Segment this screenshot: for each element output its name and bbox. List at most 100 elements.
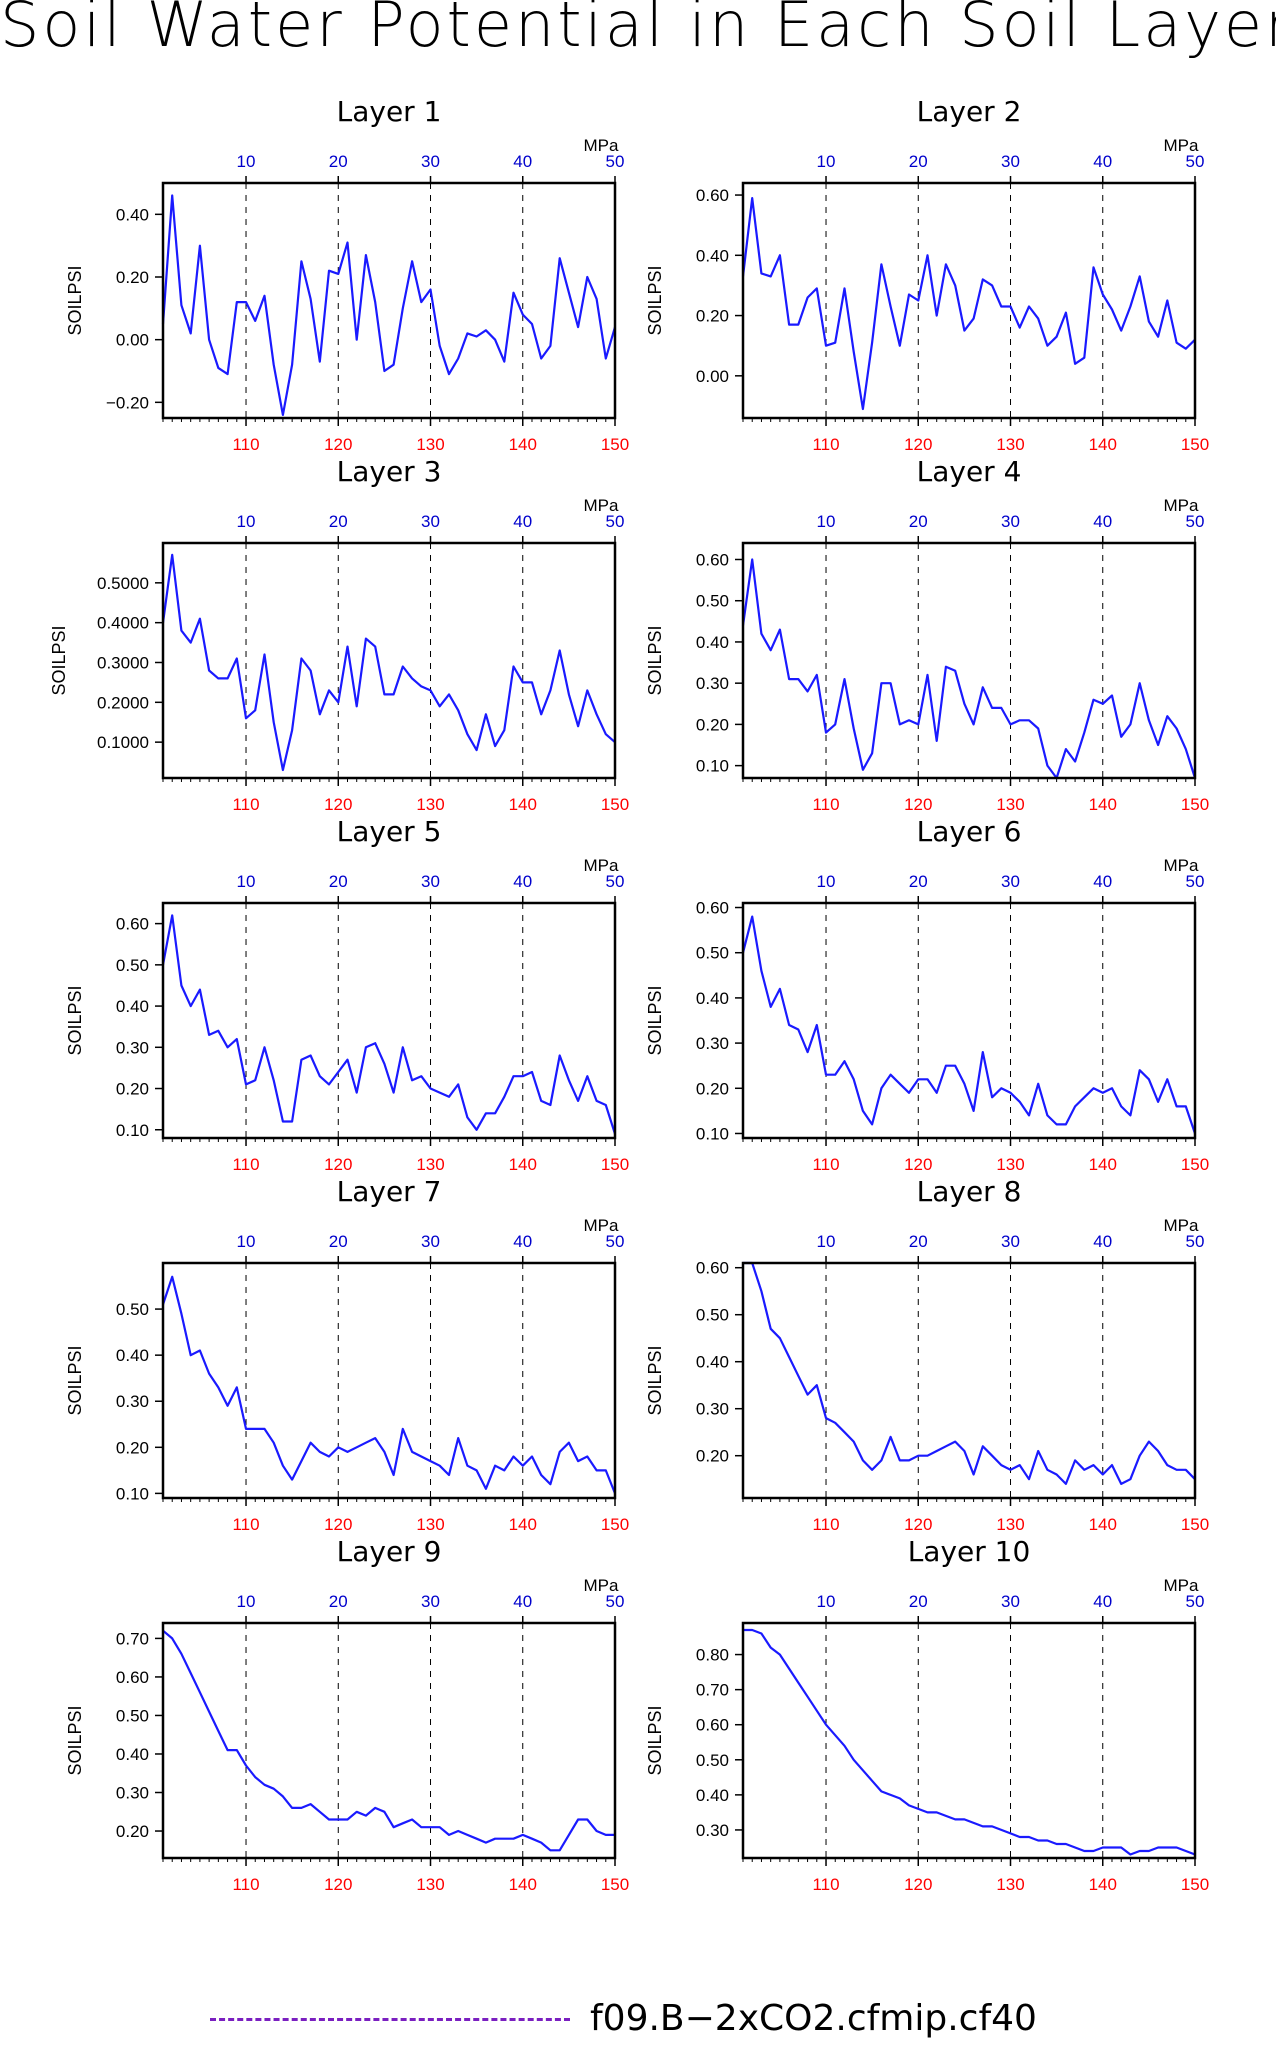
y-tick-label: 0.80 (696, 1646, 729, 1665)
top-tick-label: 20 (329, 1232, 348, 1251)
top-axis-unit: MPa (1164, 1216, 1200, 1235)
y-tick-label: 0.30 (116, 1038, 149, 1057)
x-tick-label: 110 (232, 1875, 259, 1894)
top-tick-label: 50 (606, 1592, 625, 1611)
x-tick-label: 120 (904, 795, 932, 814)
series-line (743, 1628, 1196, 1856)
y-axis-label: SOILPSI (49, 625, 69, 695)
series-line (161, 914, 617, 1135)
y-tick-label: 0.30 (696, 1400, 729, 1419)
plot-frame (741, 1621, 1197, 1860)
x-tick-label: 120 (324, 1155, 352, 1174)
panel-title: Layer 4 (917, 455, 1022, 488)
x-tick-label: 110 (812, 435, 839, 454)
top-tick-label: 40 (513, 1232, 532, 1251)
x-tick-label: 150 (601, 435, 629, 454)
top-tick-label: 50 (606, 872, 625, 891)
y-tick-label: 0.40 (696, 246, 729, 265)
x-tick-label: 110 (812, 1155, 839, 1174)
legend-label: f09.B−2xCO2.cfmip.cf40 (590, 1998, 1037, 2039)
top-tick-label: 20 (909, 152, 928, 171)
top-axis-unit: MPa (1164, 1576, 1200, 1595)
top-tick-label: 40 (513, 512, 532, 531)
panel-title: Layer 9 (337, 1535, 442, 1568)
y-axis-label: SOILPSI (645, 1705, 665, 1775)
y-tick-label: 0.60 (696, 1716, 729, 1735)
panel-title: Layer 5 (337, 815, 442, 848)
x-tick-label: 110 (232, 795, 259, 814)
top-tick-label: 10 (817, 872, 836, 891)
y-tick-label: 0.40 (696, 1786, 729, 1805)
y-tick-label: 0.20 (116, 1438, 149, 1457)
top-tick-label: 30 (1001, 152, 1020, 171)
y-tick-label: 0.50 (116, 1706, 149, 1725)
y-axis-label: SOILPSI (645, 265, 665, 335)
y-tick-label: 0.50 (116, 956, 149, 975)
y-tick-label: 0.30 (696, 1034, 729, 1053)
y-tick-label: 0.40 (696, 989, 729, 1008)
y-tick-label: 0.10 (696, 757, 729, 776)
y-tick-label: 0.20 (696, 307, 729, 326)
top-tick-label: 40 (1093, 872, 1112, 891)
top-tick-label: 20 (909, 1592, 928, 1611)
y-tick-label: 0.2000 (97, 693, 149, 712)
top-tick-label: 40 (1093, 1592, 1112, 1611)
top-tick-label: 20 (909, 512, 928, 531)
top-axis-unit: MPa (584, 1216, 620, 1235)
x-tick-label: 140 (509, 1875, 537, 1894)
y-tick-label: 0.50 (696, 944, 729, 963)
top-tick-label: 50 (1186, 152, 1205, 171)
y-axis-label: SOILPSI (65, 1705, 85, 1775)
top-tick-label: 50 (606, 152, 625, 171)
y-tick-label: 0.00 (696, 367, 729, 386)
x-tick-label: 110 (812, 1875, 839, 1894)
y-tick-label: 0.30 (116, 1392, 149, 1411)
x-tick-label: 150 (1181, 1155, 1209, 1174)
x-tick-label: 120 (904, 435, 932, 454)
x-tick-label: 150 (601, 795, 629, 814)
x-tick-label: 150 (601, 1875, 629, 1894)
plot-frame (161, 1261, 617, 1500)
y-tick-label: 0.00 (116, 331, 149, 350)
x-tick-label: 150 (1181, 435, 1209, 454)
top-tick-label: 40 (513, 152, 532, 171)
x-tick-label: 140 (509, 1515, 537, 1534)
y-tick-label: 0.60 (696, 899, 729, 918)
y-tick-label: 0.50 (696, 1751, 729, 1770)
y-tick-label: 0.20 (696, 715, 729, 734)
plot-frame (161, 181, 617, 420)
panel-title: Layer 8 (917, 1175, 1022, 1208)
y-tick-label: 0.30 (116, 1784, 149, 1803)
x-tick-label: 120 (324, 795, 352, 814)
top-tick-label: 30 (421, 512, 440, 531)
top-tick-label: 40 (1093, 152, 1112, 171)
top-tick-label: 10 (237, 152, 256, 171)
y-axis-label: SOILPSI (65, 985, 85, 1055)
x-tick-label: 120 (324, 1875, 352, 1894)
top-tick-label: 50 (606, 512, 625, 531)
series-line (741, 197, 1196, 411)
y-tick-label: 0.60 (116, 1668, 149, 1687)
y-tick-label: 0.50 (696, 1306, 729, 1325)
y-tick-label: 0.10 (116, 1484, 149, 1503)
top-tick-label: 20 (329, 872, 348, 891)
y-tick-label: 0.20 (696, 1447, 729, 1466)
top-axis-unit: MPa (1164, 136, 1200, 155)
series-line (161, 194, 617, 416)
y-tick-label: 0.60 (116, 915, 149, 934)
y-tick-label: 0.3000 (97, 653, 149, 672)
y-tick-label: 0.60 (696, 186, 729, 205)
top-tick-label: 50 (1186, 1592, 1205, 1611)
panel-title: Layer 2 (917, 95, 1022, 128)
top-tick-label: 40 (513, 872, 532, 891)
x-tick-label: 120 (324, 435, 352, 454)
y-tick-label: 0.60 (696, 550, 729, 569)
y-tick-label: 0.50 (116, 1300, 149, 1319)
panel-title: Layer 1 (337, 95, 442, 128)
top-tick-label: 20 (909, 872, 928, 891)
top-tick-label: 50 (1186, 1232, 1205, 1251)
